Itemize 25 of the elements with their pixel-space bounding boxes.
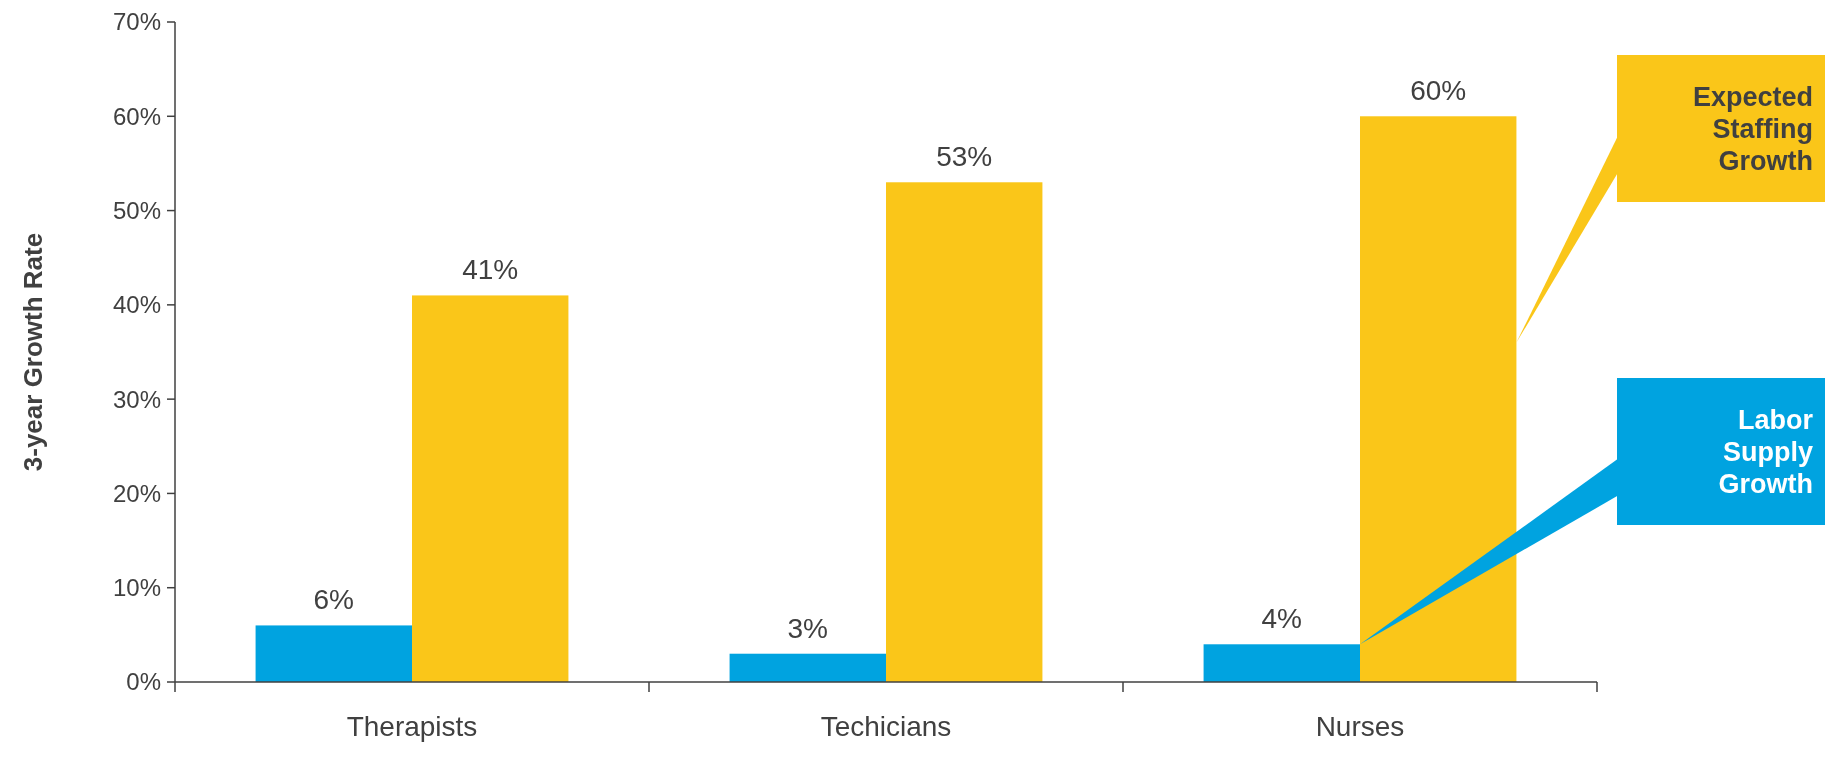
text: 53% (936, 141, 993, 173)
bar (886, 182, 1043, 682)
bar (729, 653, 886, 682)
y-tick-label: 40% (112, 291, 161, 319)
bar (1203, 644, 1360, 682)
y-tick-label: 20% (112, 479, 161, 507)
text: 6% (313, 584, 355, 616)
x-tick-label: Techicians (820, 710, 952, 742)
x-tick-label: Therapists (346, 710, 478, 742)
bar (412, 295, 569, 682)
y-tick-label: 10% (112, 574, 161, 602)
text: Expected Staffing Growth (1692, 81, 1813, 176)
text: 4% (1261, 603, 1303, 635)
y-tick-label: 60% (112, 102, 161, 130)
bar (255, 625, 412, 682)
x-tick-label: Nurses (1315, 710, 1405, 742)
text: 60% (1410, 75, 1467, 107)
y-tick-label: 50% (112, 196, 161, 224)
text: 41% (462, 254, 519, 286)
y-tick-label: 70% (112, 8, 161, 36)
text: Labor Supply Growth (1718, 404, 1814, 499)
y-axis-title: 3-year Growth Rate (18, 232, 48, 472)
text: 3% (787, 612, 829, 644)
y-tick-label: 0% (126, 668, 161, 696)
y-tick-label: 30% (112, 385, 161, 413)
